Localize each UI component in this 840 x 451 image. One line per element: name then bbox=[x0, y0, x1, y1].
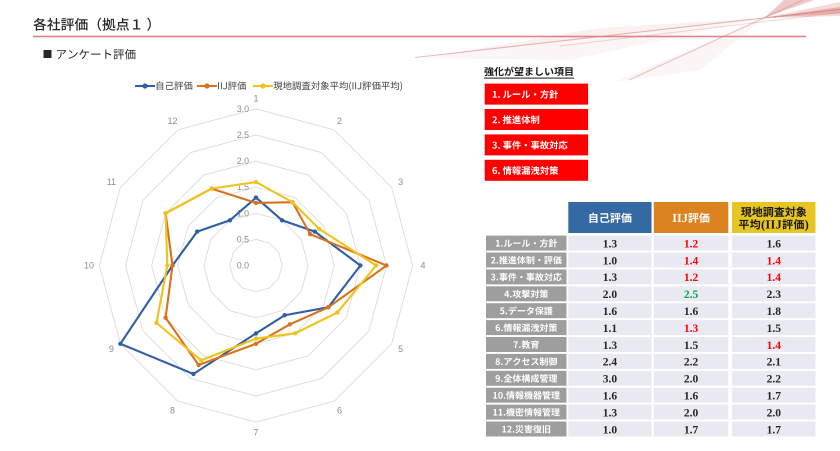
svg-text:1.4: 1.4 bbox=[684, 255, 699, 267]
svg-text:2.4: 2.4 bbox=[603, 357, 618, 369]
svg-text:1.3: 1.3 bbox=[603, 272, 618, 284]
svg-text:2.0: 2.0 bbox=[237, 156, 249, 166]
svg-text:2.0: 2.0 bbox=[684, 374, 699, 386]
svg-text:1.2: 1.2 bbox=[684, 272, 699, 284]
svg-text:2.3: 2.3 bbox=[767, 289, 782, 301]
svg-text:2.0: 2.0 bbox=[684, 407, 699, 419]
svg-text:2.1: 2.1 bbox=[767, 357, 782, 369]
svg-text:1.6: 1.6 bbox=[603, 391, 618, 403]
svg-text:8: 8 bbox=[170, 405, 175, 415]
svg-text:3.0: 3.0 bbox=[237, 104, 249, 114]
svg-text:1.5: 1.5 bbox=[767, 323, 782, 335]
svg-text:1.5: 1.5 bbox=[684, 340, 699, 352]
svg-text:1.8: 1.8 bbox=[767, 306, 782, 318]
svg-text:3.0: 3.0 bbox=[603, 374, 618, 386]
svg-text:1.6: 1.6 bbox=[684, 306, 699, 318]
svg-text:10: 10 bbox=[84, 261, 94, 271]
svg-text:2.0: 2.0 bbox=[603, 289, 618, 301]
svg-text:0.0: 0.0 bbox=[237, 261, 249, 271]
svg-text:3: 3 bbox=[398, 177, 403, 187]
svg-text:1.1: 1.1 bbox=[603, 323, 618, 335]
svg-text:1.0: 1.0 bbox=[237, 208, 249, 218]
svg-text:1.3: 1.3 bbox=[603, 238, 618, 250]
svg-text:1.7: 1.7 bbox=[767, 391, 782, 403]
svg-text:2.5: 2.5 bbox=[684, 289, 699, 301]
svg-text:1.3: 1.3 bbox=[603, 407, 618, 419]
svg-text:1: 1 bbox=[253, 94, 258, 104]
svg-text:11: 11 bbox=[107, 177, 116, 187]
svg-text:2.5: 2.5 bbox=[237, 130, 249, 140]
svg-text:1.4: 1.4 bbox=[767, 272, 782, 284]
svg-text:6: 6 bbox=[337, 405, 342, 415]
svg-text:2.2: 2.2 bbox=[767, 374, 782, 386]
svg-text:2.2: 2.2 bbox=[684, 357, 699, 369]
svg-text:1.0: 1.0 bbox=[603, 424, 618, 436]
svg-text:1.6: 1.6 bbox=[603, 306, 618, 318]
svg-text:1.4: 1.4 bbox=[767, 255, 782, 267]
svg-text:12: 12 bbox=[167, 116, 177, 126]
svg-text:1.7: 1.7 bbox=[767, 424, 782, 436]
svg-text:1.4: 1.4 bbox=[767, 340, 782, 352]
svg-text:0.5: 0.5 bbox=[237, 234, 249, 244]
svg-text:1.5: 1.5 bbox=[237, 182, 249, 192]
svg-text:1.6: 1.6 bbox=[767, 238, 782, 250]
svg-text:5: 5 bbox=[398, 344, 403, 354]
svg-text:1.2: 1.2 bbox=[684, 238, 699, 250]
svg-text:1.3: 1.3 bbox=[603, 340, 618, 352]
svg-text:4: 4 bbox=[420, 261, 425, 271]
svg-text:1.7: 1.7 bbox=[684, 424, 699, 436]
svg-text:9: 9 bbox=[109, 344, 114, 354]
svg-text:1.6: 1.6 bbox=[684, 391, 699, 403]
svg-text:2.0: 2.0 bbox=[767, 407, 782, 419]
svg-text:1.3: 1.3 bbox=[684, 323, 699, 335]
svg-text:2: 2 bbox=[337, 116, 342, 126]
svg-text:7: 7 bbox=[253, 428, 258, 438]
svg-text:1.0: 1.0 bbox=[603, 255, 618, 267]
